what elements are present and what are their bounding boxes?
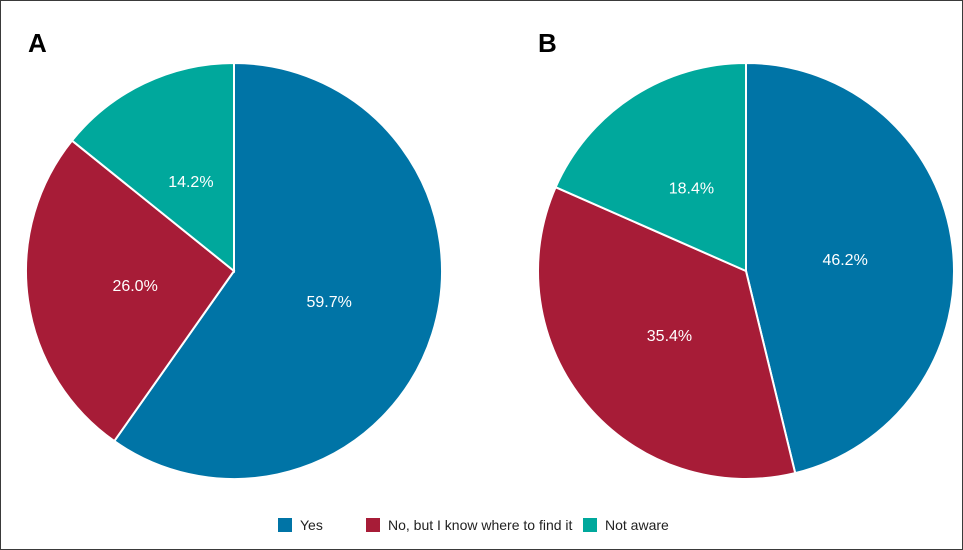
legend: Yes No, but I know where to find it Not aw…: [278, 517, 669, 533]
pie-a-slice-yes: [112, 61, 443, 480]
pie-a-label-yes: 59.7%: [306, 294, 351, 311]
pie-b-slice-no-but-know-where: [537, 185, 797, 480]
legend-label-no-but-know-where: No, but I know where to find it: [388, 517, 573, 533]
pie-a-label-no-but-know-where: 26.0%: [112, 278, 157, 295]
pie-chart-a: 59.7% 26.0% 14.2%: [25, 61, 443, 480]
legend-swatch-not-aware: [583, 518, 597, 532]
pie-b-slice-yes: [745, 61, 955, 475]
pie-b-label-no-but-know-where: 35.4%: [647, 328, 692, 345]
pie-a-label-not-aware: 14.2%: [168, 174, 213, 191]
panel-label-b: B: [538, 28, 557, 58]
pie-b-label-not-aware: 18.4%: [669, 180, 714, 197]
panel-label-a: A: [28, 28, 47, 58]
legend-swatch-yes: [278, 518, 292, 532]
legend-label-yes: Yes: [300, 517, 323, 533]
legend-swatch-no-but-know-where: [366, 518, 380, 532]
pie-a-slice-no-but-know-where: [25, 139, 236, 443]
pie-a-slice-not-aware: [70, 61, 235, 274]
pie-b-slice-not-aware: [554, 61, 747, 273]
pie-chart-b: 46.2% 35.4% 18.4%: [537, 61, 955, 480]
pie-b-label-yes: 46.2%: [822, 252, 867, 269]
legend-label-not-aware: Not aware: [605, 517, 669, 533]
